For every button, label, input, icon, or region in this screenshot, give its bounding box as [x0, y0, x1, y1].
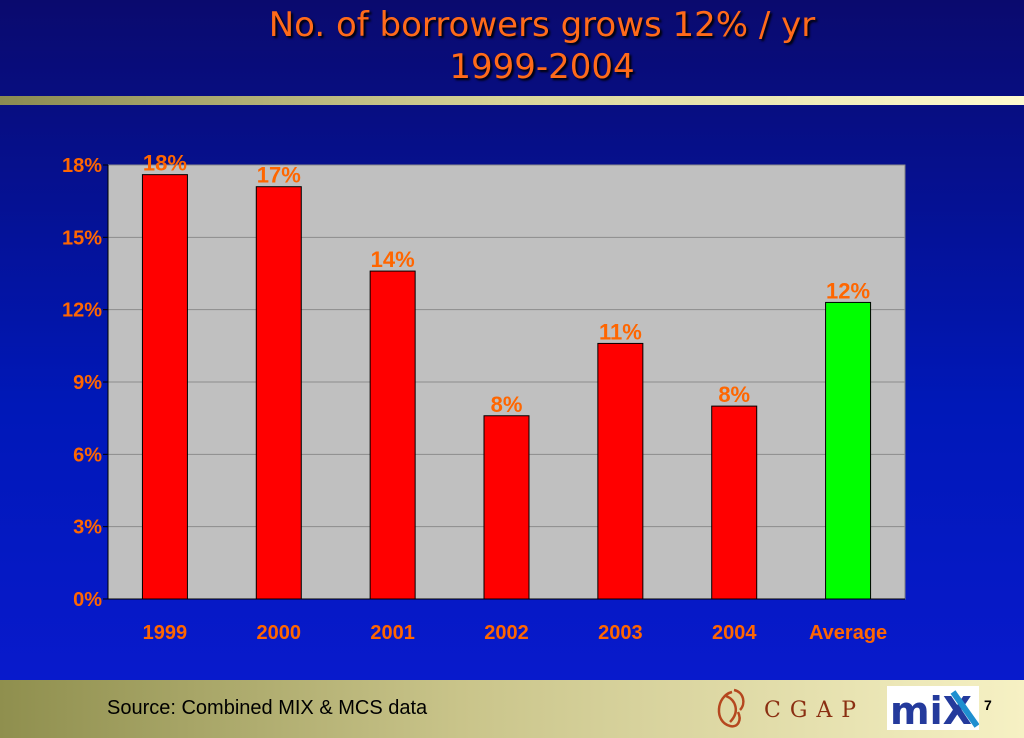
y-tick-label: 9% — [73, 372, 102, 394]
mix-logo: miX — [887, 686, 980, 733]
data-label: 8% — [718, 382, 750, 407]
y-tick-label: 0% — [73, 589, 102, 611]
footer-band — [0, 680, 1024, 738]
y-tick-label: 3% — [73, 517, 102, 539]
source-note: Source: Combined MIX & MCS data — [107, 697, 428, 719]
data-label: 17% — [257, 163, 301, 188]
x-tick-label: Average — [809, 622, 887, 644]
cgap-logo: CGAP — [708, 686, 878, 732]
x-tick-label: 2002 — [484, 622, 529, 644]
data-label: 12% — [826, 278, 870, 303]
data-label: 11% — [599, 319, 642, 344]
y-tick-label: 18% — [62, 155, 102, 177]
bar-2000 — [255, 186, 302, 600]
x-tick-label: 2003 — [598, 622, 643, 644]
x-tick-label: 2004 — [712, 622, 757, 644]
mix-logo-text: miX — [890, 689, 972, 730]
x-tick-label: 2001 — [370, 622, 415, 644]
data-label: 8% — [491, 392, 523, 417]
cgap-logo-text: CGAP — [764, 698, 865, 723]
data-label: 18% — [143, 151, 187, 176]
y-tick-label: 12% — [62, 300, 102, 322]
data-label: 14% — [371, 247, 415, 272]
bar-2001 — [369, 270, 416, 600]
title-line-1: No. of borrowers grows 12% / yr — [268, 5, 816, 45]
y-tick-label: 15% — [62, 227, 102, 249]
bar-2004 — [711, 405, 758, 600]
bar-chart: 0% 3% 6% 9% 12% 15% 18% 18% 1999 17% 2000 14% 2001 8%… — [62, 151, 906, 644]
bar-2002 — [483, 415, 530, 600]
y-tick-label: 6% — [73, 444, 102, 466]
bar-1999 — [141, 174, 188, 600]
title-divider — [0, 96, 1024, 105]
title-line-2: 1999-2004 — [449, 47, 635, 87]
x-tick-label: 2000 — [257, 622, 302, 644]
slide-title: No. of borrowers grows 12% / yr 1999-200… — [0, 4, 1024, 88]
bar-2003 — [597, 342, 644, 600]
bar-average — [825, 301, 872, 600]
page-number: 7 — [984, 697, 992, 713]
x-tick-label: 1999 — [143, 622, 188, 644]
